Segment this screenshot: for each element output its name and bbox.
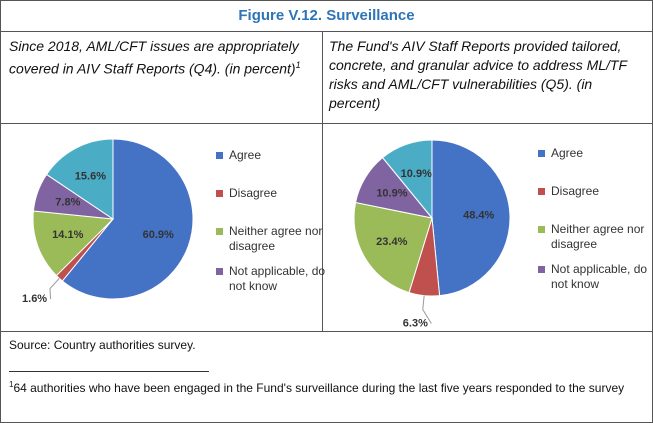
legend-swatch: [538, 150, 545, 157]
legend-item: Agree: [538, 146, 651, 161]
legend-swatch: [216, 190, 223, 197]
legend-item: Not applicable, do not know: [538, 262, 651, 292]
source: Source: Country authorities survey.: [9, 338, 196, 352]
divider: [1, 331, 652, 332]
legend-label: Agree: [229, 148, 262, 162]
legend-item: Agree: [216, 148, 329, 163]
data-label: 48.4%: [463, 210, 494, 222]
chart-title-text: Since 2018, AML/CFT issues are appropria…: [9, 38, 299, 77]
data-label: 10.9%: [376, 188, 407, 200]
legend-label: Neither agree nor disagree: [551, 222, 645, 251]
legend-item: Neither agree nor disagree: [538, 222, 651, 252]
pie-slice: [45, 138, 114, 220]
pie-slice: [61, 138, 194, 300]
legend-item: Disagree: [216, 186, 329, 201]
legend-label: Agree: [551, 146, 584, 160]
legend-item: Not applicable, do not know: [216, 264, 329, 294]
data-label: 6.3%: [403, 317, 428, 329]
legend-swatch: [216, 228, 223, 235]
leader-line: [422, 295, 432, 324]
footnote-ref: 1: [295, 60, 301, 70]
legend-label: Not applicable, do not know: [551, 262, 648, 291]
data-label: 7.8%: [55, 197, 80, 209]
data-label: 23.4%: [376, 236, 407, 248]
legend-swatch: [538, 226, 545, 233]
footnote-rule: [9, 371, 209, 372]
legend-swatch: [216, 268, 223, 275]
divider: [1, 123, 652, 124]
footnote-marker: 1: [9, 380, 14, 389]
legend-label: Neither agree nor disagree: [229, 224, 323, 253]
data-label: 10.9%: [401, 168, 432, 180]
data-label: 15.6%: [75, 171, 106, 183]
legend-swatch: [538, 266, 545, 273]
legend-label: Disagree: [229, 186, 278, 200]
pie-slice: [381, 139, 433, 220]
chart-title: Since 2018, AML/CFT issues are appropria…: [9, 37, 314, 79]
legend-item: Disagree: [538, 184, 651, 199]
divider: [1, 31, 652, 32]
footnote-text: 64 authorities who have been engaged in …: [13, 381, 625, 395]
legend-label: Disagree: [551, 184, 600, 198]
chart-title: The Fund's AIV Staff Reports provided ta…: [329, 38, 627, 111]
legend-item: Neither agree nor disagree: [216, 224, 329, 254]
divider: [322, 31, 323, 331]
pie-slice: [353, 201, 433, 294]
leader-line: [49, 278, 60, 300]
legend-label: Not applicable, do not know: [229, 264, 326, 293]
data-label: 14.1%: [52, 229, 83, 241]
data-label: 1.6%: [22, 293, 47, 305]
legend-swatch: [216, 152, 223, 159]
data-label: 60.9%: [143, 229, 174, 241]
legend-swatch: [538, 188, 545, 195]
figure-title: Figure V.12. Surveillance: [238, 7, 415, 24]
pie-slice: [431, 139, 511, 297]
pie-slice: [32, 210, 115, 277]
footnote: 164 authorities who have been engaged in…: [9, 377, 639, 396]
